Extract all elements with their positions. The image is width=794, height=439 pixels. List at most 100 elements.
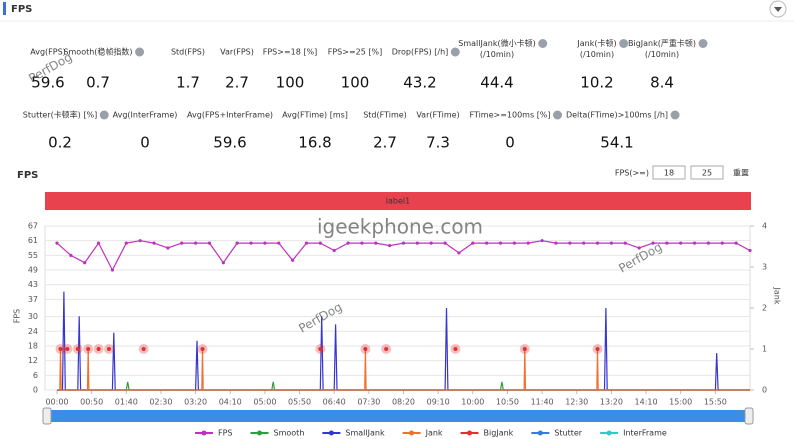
stat-value: 0.2 bbox=[48, 134, 72, 152]
point bbox=[318, 347, 323, 351]
legend-swatch[interactable] bbox=[606, 430, 612, 436]
y-tick-label: 0 bbox=[33, 386, 38, 395]
point bbox=[166, 246, 170, 250]
point bbox=[609, 241, 614, 245]
stat-label: Jank(卡顿) bbox=[576, 38, 616, 48]
stat-value: 59.6 bbox=[213, 134, 246, 152]
help-icon[interactable] bbox=[553, 110, 563, 120]
help-icon[interactable] bbox=[670, 110, 680, 120]
help-icon[interactable] bbox=[538, 39, 548, 48]
point bbox=[360, 241, 364, 245]
title-accent bbox=[3, 2, 6, 15]
y2-tick-label: 2 bbox=[762, 304, 767, 313]
stat-value: 100 bbox=[341, 74, 370, 92]
point bbox=[471, 241, 475, 245]
x-tick-label: 08:20 bbox=[392, 398, 415, 407]
point bbox=[124, 241, 128, 245]
stat-label: (/10min) bbox=[580, 50, 614, 59]
stat-value: 0.7 bbox=[86, 74, 110, 92]
point bbox=[512, 241, 516, 245]
y-tick-label: 30 bbox=[28, 312, 38, 321]
y-tick-label: 67 bbox=[28, 222, 38, 231]
legend-swatch[interactable] bbox=[201, 430, 207, 436]
stat-label: FPS>=18 [%] bbox=[263, 48, 317, 57]
point bbox=[443, 241, 447, 245]
point bbox=[180, 241, 184, 245]
legend-swatch[interactable] bbox=[537, 430, 543, 436]
help-icon[interactable] bbox=[698, 39, 708, 48]
stat-label: Var(FPS) bbox=[220, 48, 254, 57]
point bbox=[665, 241, 669, 245]
slider-handle[interactable] bbox=[42, 407, 52, 425]
help-icon[interactable] bbox=[99, 110, 109, 120]
y-tick-label: 61 bbox=[28, 236, 38, 245]
chart-title: FPS bbox=[17, 170, 38, 181]
y-axis-label: FPS bbox=[13, 309, 22, 324]
point bbox=[138, 239, 142, 243]
legend-label[interactable]: SmallJank bbox=[345, 429, 385, 438]
y-tick-label: 43 bbox=[28, 280, 38, 289]
point bbox=[540, 239, 544, 243]
legend-label[interactable]: Stutter bbox=[554, 429, 582, 438]
x-tick-label: 07:30 bbox=[357, 398, 380, 407]
point bbox=[96, 347, 101, 351]
legend-swatch[interactable] bbox=[467, 430, 473, 436]
y-tick-label: 49 bbox=[28, 266, 38, 275]
threshold-value: 25 bbox=[702, 169, 712, 178]
point bbox=[706, 241, 711, 245]
x-tick-label: 04:10 bbox=[219, 398, 242, 407]
stat-value: 0 bbox=[505, 134, 515, 152]
stat-value: 1.7 bbox=[176, 74, 200, 92]
series-line bbox=[57, 348, 750, 391]
slider-handle[interactable] bbox=[744, 407, 754, 425]
legend-label[interactable]: InterFrame bbox=[623, 429, 667, 438]
point bbox=[429, 241, 433, 245]
stat-label: Std(FPS) bbox=[171, 48, 205, 57]
y-tick-label: 24 bbox=[28, 327, 38, 336]
y2-tick-label: 0 bbox=[762, 386, 767, 395]
stat-label: Avg(FPS) bbox=[30, 48, 66, 57]
point bbox=[595, 347, 600, 351]
stat-label: Drop(FPS) [/h] bbox=[392, 48, 449, 57]
range-slider[interactable] bbox=[45, 410, 751, 422]
point bbox=[65, 347, 70, 351]
point bbox=[401, 241, 406, 245]
point bbox=[58, 347, 63, 351]
legend-label[interactable]: Smooth bbox=[274, 429, 305, 438]
x-tick-label: 14:10 bbox=[635, 398, 658, 407]
help-icon[interactable] bbox=[619, 39, 629, 48]
point bbox=[249, 241, 253, 245]
point bbox=[207, 241, 212, 245]
threshold-label: FPS(>=) bbox=[615, 169, 649, 178]
stat-label: Smooth(稳帧指数) bbox=[63, 47, 132, 57]
point bbox=[194, 241, 198, 245]
help-icon[interactable] bbox=[135, 47, 145, 57]
point bbox=[200, 347, 205, 351]
help-icon[interactable] bbox=[450, 47, 460, 57]
stat-label: FPS>=25 [%] bbox=[328, 48, 382, 57]
y-tick-label: 6 bbox=[33, 371, 38, 380]
stat-value: 2.7 bbox=[373, 134, 397, 152]
stat-value: 8.4 bbox=[650, 74, 674, 92]
stat-label: Avg(InterFrame) bbox=[113, 111, 178, 120]
legend-label[interactable]: FPS bbox=[218, 429, 233, 438]
point bbox=[384, 347, 389, 351]
legend-swatch[interactable] bbox=[409, 430, 415, 436]
y-tick-label: 55 bbox=[28, 251, 38, 260]
x-tick-label: 00:00 bbox=[45, 398, 68, 407]
stats: Avg(FPS) 59.6 Smooth(稳帧指数) 0.7 Std(FPS) 1.7 Va… bbox=[23, 38, 708, 152]
point bbox=[582, 241, 586, 245]
threshold-input[interactable] bbox=[690, 165, 724, 180]
y2-tick-label: 1 bbox=[762, 345, 767, 354]
point bbox=[568, 241, 572, 245]
legend-label[interactable]: Jank bbox=[425, 429, 443, 438]
reset-button[interactable]: 重置 bbox=[733, 168, 749, 178]
legend-swatch[interactable] bbox=[257, 430, 263, 436]
x-tick-label: 05:00 bbox=[253, 398, 276, 407]
series-line bbox=[57, 291, 750, 391]
threshold-input[interactable] bbox=[652, 165, 686, 180]
legend-swatch[interactable] bbox=[328, 430, 334, 436]
legend-label[interactable]: BigJank bbox=[484, 429, 514, 438]
x-tick-label: 00:50 bbox=[80, 398, 103, 407]
point bbox=[692, 241, 697, 245]
